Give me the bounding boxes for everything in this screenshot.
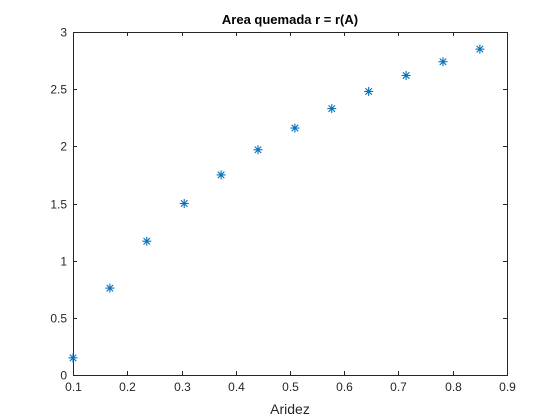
data-point: [253, 145, 263, 155]
data-point: [475, 44, 485, 54]
x-axis-label: Aridez: [270, 401, 310, 417]
y-tick-label: 2.5: [50, 83, 67, 97]
x-tick-label: 0.4: [228, 380, 245, 394]
chart-title: Area quemada r = r(A): [222, 12, 358, 27]
x-tick-label: 0.6: [336, 380, 353, 394]
y-tick-label: 1.5: [50, 198, 67, 212]
data-points: [68, 44, 485, 363]
plot-box: [73, 32, 508, 376]
x-tick-label: 0.7: [390, 380, 407, 394]
x-tick-label: 0.1: [65, 380, 82, 394]
data-point: [105, 283, 115, 293]
x-tick-label: 0.2: [119, 380, 136, 394]
data-point: [364, 86, 374, 96]
axes: [73, 32, 508, 376]
data-point: [142, 236, 152, 246]
x-tick-label: 0.5: [282, 380, 299, 394]
data-point: [401, 70, 411, 80]
data-point: [68, 353, 78, 363]
x-axis-ticks: 0.1 0.2 0.3 0.4 0.5 0.6 0.7 0.8 0.9: [65, 32, 516, 394]
y-tick-label: 2: [60, 140, 67, 154]
data-point: [179, 199, 189, 208]
x-tick-label: 0.9: [499, 380, 516, 394]
y-tick-label: 0: [60, 369, 67, 383]
data-point: [290, 123, 300, 133]
y-tick-label: 3: [60, 26, 67, 40]
y-axis-ticks: 0 0.5 1 1.5 2 2.5 3: [50, 26, 507, 383]
y-tick-label: 1: [60, 255, 67, 269]
x-tick-label: 0.8: [445, 380, 462, 394]
data-point: [438, 57, 448, 67]
data-point: [216, 170, 226, 180]
data-point: [327, 104, 337, 114]
x-tick-label: 0.3: [174, 380, 191, 394]
y-tick-label: 0.5: [50, 312, 67, 326]
